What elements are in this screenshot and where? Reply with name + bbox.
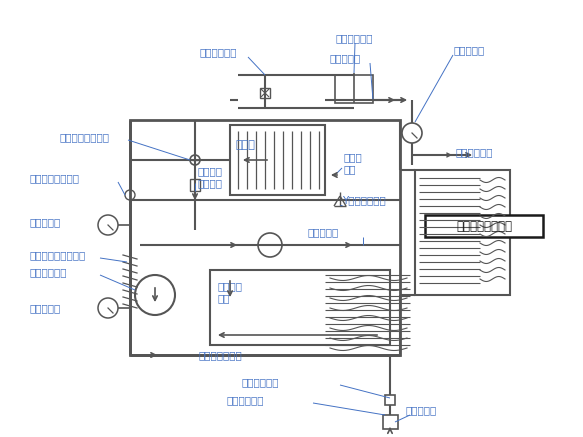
Circle shape bbox=[402, 123, 422, 143]
Text: 低圧圧力
スイッチ: 低圧圧力 スイッチ bbox=[197, 166, 222, 188]
Circle shape bbox=[125, 190, 135, 200]
Text: クーラリヒータ: クーラリヒータ bbox=[198, 350, 242, 360]
Bar bbox=[130, 120, 400, 355]
Bar bbox=[385, 395, 395, 405]
Bar bbox=[383, 415, 398, 429]
Text: ボールバルブ: ボールバルブ bbox=[199, 47, 237, 57]
Circle shape bbox=[98, 298, 118, 318]
Text: 圧力式制水弁: 圧力式制水弁 bbox=[335, 33, 373, 43]
Bar bbox=[415, 170, 510, 295]
Text: 圧縮空気
入口: 圧縮空気 入口 bbox=[218, 281, 243, 303]
Text: ドレン出口: ドレン出口 bbox=[406, 405, 437, 415]
Text: オートドレン: オートドレン bbox=[226, 395, 264, 405]
Bar bbox=[425, 215, 543, 237]
Text: 凝縮器: 凝縮器 bbox=[235, 140, 255, 150]
Bar bbox=[190, 179, 200, 191]
Text: 圧縮空気出口: 圧縮空気出口 bbox=[455, 147, 493, 157]
Bar bbox=[210, 270, 390, 345]
Text: 空気圧力計: 空気圧力計 bbox=[453, 45, 484, 55]
Text: キャビラリチューブ: キャビラリチューブ bbox=[30, 250, 86, 260]
Text: 放熱水
入口: 放熱水 入口 bbox=[343, 152, 361, 174]
Text: セカンドリヒータ: セカンドリヒータ bbox=[456, 219, 512, 232]
Text: 凝縮圧力計: 凝縮圧力計 bbox=[30, 217, 61, 227]
Circle shape bbox=[190, 155, 200, 165]
Text: フィルタドライヤ: フィルタドライヤ bbox=[60, 132, 110, 142]
Text: ボールバルブ: ボールバルブ bbox=[241, 377, 279, 387]
Bar bbox=[260, 88, 270, 98]
Circle shape bbox=[258, 233, 282, 257]
Text: 高圧圧力スイッチ: 高圧圧力スイッチ bbox=[30, 173, 80, 183]
Bar bbox=[230, 125, 325, 195]
Text: 容量調整弁: 容量調整弁 bbox=[308, 227, 339, 237]
Circle shape bbox=[98, 215, 118, 235]
Bar bbox=[335, 75, 373, 103]
Text: 放熱水出口: 放熱水出口 bbox=[330, 53, 361, 63]
Text: 蒸発温度計: 蒸発温度計 bbox=[30, 303, 61, 313]
Circle shape bbox=[135, 275, 175, 315]
Text: 冷凍用圧縮機: 冷凍用圧縮機 bbox=[30, 267, 68, 277]
Text: Y型ストレーナ: Y型ストレーナ bbox=[342, 195, 386, 205]
